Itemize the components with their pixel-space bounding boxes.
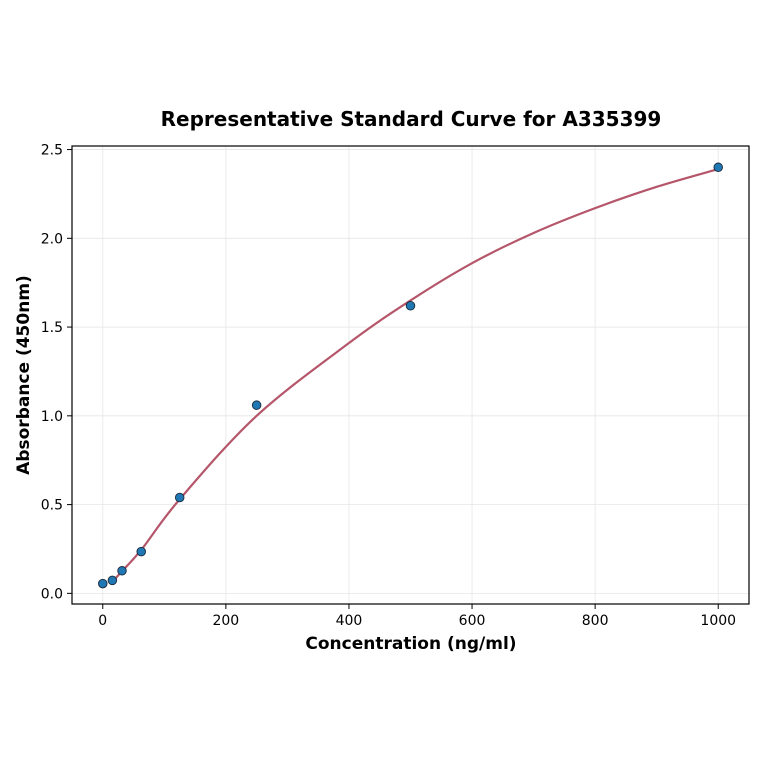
- data-points: [98, 162, 723, 589]
- x-tick-label: 800: [582, 613, 609, 629]
- data-point: [405, 301, 416, 311]
- data-point: [713, 162, 723, 173]
- y-tick-label: 1.0: [41, 409, 63, 425]
- x-axis-label: Concentration (ng/ml): [305, 634, 516, 654]
- y-tick-label: 2.0: [41, 231, 63, 247]
- y-tick-label: 0.5: [41, 498, 63, 514]
- data-point: [117, 566, 127, 576]
- x-tick-label: 400: [336, 613, 363, 629]
- chart-title: Representative Standard Curve for A33539…: [161, 107, 662, 131]
- data-point: [107, 575, 118, 586]
- x-tick-label: 0: [98, 613, 107, 629]
- data-point: [251, 400, 262, 410]
- data-point: [174, 492, 185, 503]
- data-point: [98, 578, 108, 589]
- x-tick-label: 200: [212, 613, 239, 629]
- y-axis-label: Absorbance (450nm): [14, 275, 34, 475]
- data-point: [136, 546, 146, 557]
- y-tick-label: 2.5: [41, 143, 63, 159]
- plot-frame: [71, 145, 750, 605]
- fit-curve: [111, 168, 719, 583]
- y-tick-label: 0.0: [41, 586, 63, 602]
- x-tick-label: 600: [459, 613, 486, 629]
- x-axis-ticks: 0 200 400 600 800 1000: [98, 604, 736, 629]
- y-axis-ticks: 0.0 0.5 1.0 1.5 2.0 2.5: [41, 143, 72, 602]
- y-tick-label: 1.5: [41, 320, 63, 336]
- grid: [72, 146, 749, 604]
- x-tick-label: 1000: [700, 613, 736, 629]
